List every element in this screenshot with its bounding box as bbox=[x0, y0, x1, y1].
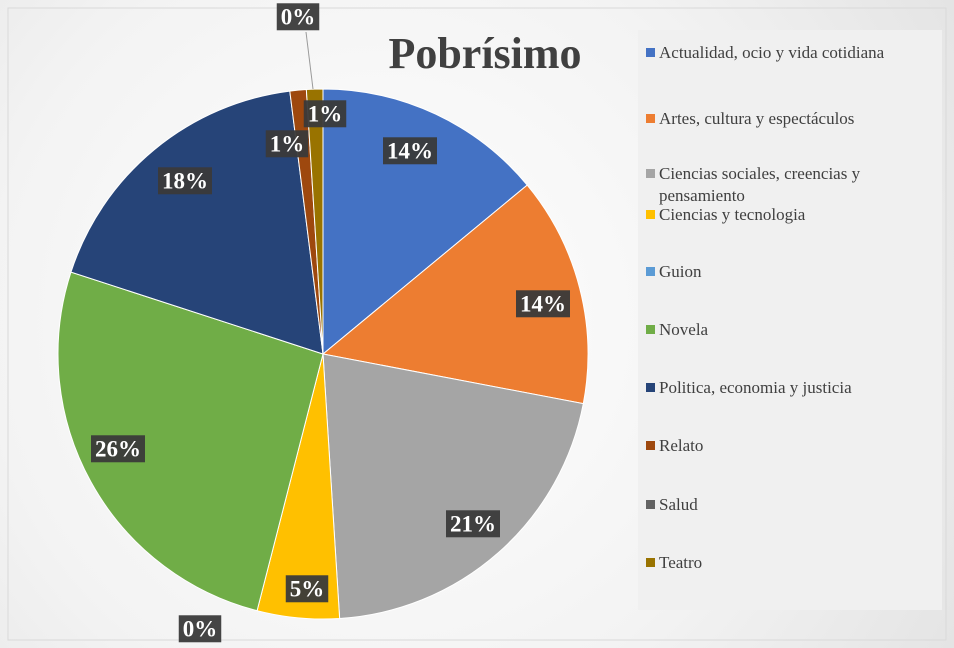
legend-swatch bbox=[646, 114, 655, 123]
leader-line bbox=[305, 31, 314, 90]
legend-label: Teatro bbox=[659, 553, 703, 572]
legend-label: Artes, cultura y espectáculos bbox=[659, 109, 855, 128]
chart-border bbox=[7, 7, 947, 641]
data-label: 0% bbox=[183, 616, 218, 641]
data-label-box bbox=[285, 575, 329, 603]
legend-item: Novela bbox=[646, 319, 936, 341]
legend-label: Salud bbox=[659, 495, 698, 514]
legend-label: Guion bbox=[659, 262, 702, 281]
legend-swatch bbox=[646, 169, 655, 178]
data-label-box bbox=[178, 615, 222, 643]
data-label: 14% bbox=[387, 138, 433, 163]
legend-item: Politica, economia y justicia bbox=[646, 377, 936, 399]
pie-slice bbox=[322, 353, 584, 620]
data-label: 18% bbox=[162, 168, 208, 193]
legend-swatch bbox=[646, 500, 655, 509]
chart-title: Pobrísimo bbox=[388, 29, 581, 78]
legend-item: Actualidad, ocio y vida cotidiana bbox=[646, 42, 936, 64]
legend-swatch bbox=[646, 210, 655, 219]
data-label-box bbox=[276, 3, 320, 31]
legend: Actualidad, ocio y vida cotidiana Artes, … bbox=[638, 30, 942, 610]
pie-slice bbox=[57, 271, 324, 612]
legend-label: Novela bbox=[659, 320, 709, 339]
legend-swatch bbox=[646, 441, 655, 450]
legend-swatch bbox=[646, 325, 655, 334]
legend-label: Ciencias y tecnologia bbox=[659, 205, 806, 224]
data-label-box bbox=[303, 100, 347, 128]
data-label-box bbox=[446, 510, 500, 538]
data-label: 1% bbox=[270, 131, 305, 156]
data-label-box bbox=[91, 435, 145, 463]
legend-swatch bbox=[646, 267, 655, 276]
data-label: 5% bbox=[290, 576, 325, 601]
data-label: 0% bbox=[281, 4, 316, 29]
legend-item: Guion bbox=[646, 261, 936, 283]
data-label-box bbox=[265, 130, 309, 158]
legend-item: Salud bbox=[646, 494, 936, 516]
data-label-box bbox=[158, 167, 212, 195]
data-label: 1% bbox=[308, 101, 343, 126]
pie-slice bbox=[305, 88, 324, 355]
data-label: 14% bbox=[520, 291, 566, 316]
legend-item: Ciencias y tecnologia bbox=[646, 204, 936, 226]
legend-swatch bbox=[646, 558, 655, 567]
legend-item: Teatro bbox=[646, 552, 936, 574]
legend-swatch bbox=[646, 383, 655, 392]
legend-label: Politica, economia y justicia bbox=[659, 378, 852, 397]
data-label: 21% bbox=[450, 511, 496, 536]
legend-swatch bbox=[646, 48, 655, 57]
legend-item: Relato bbox=[646, 435, 936, 457]
legend-item: Artes, cultura y espectáculos bbox=[646, 108, 936, 130]
legend-item: Ciencias sociales, creencias y pensamien… bbox=[646, 163, 936, 207]
data-label: 26% bbox=[95, 436, 141, 461]
legend-label: Relato bbox=[659, 436, 704, 455]
legend-label: Ciencias sociales, creencias y pensamien… bbox=[659, 164, 861, 205]
legend-label: Actualidad, ocio y vida cotidiana bbox=[659, 43, 885, 62]
pie-slice bbox=[70, 90, 324, 355]
data-label-box bbox=[516, 290, 570, 318]
pie-slice bbox=[321, 184, 589, 405]
pie-slice bbox=[322, 88, 528, 356]
data-label-box bbox=[383, 137, 437, 165]
